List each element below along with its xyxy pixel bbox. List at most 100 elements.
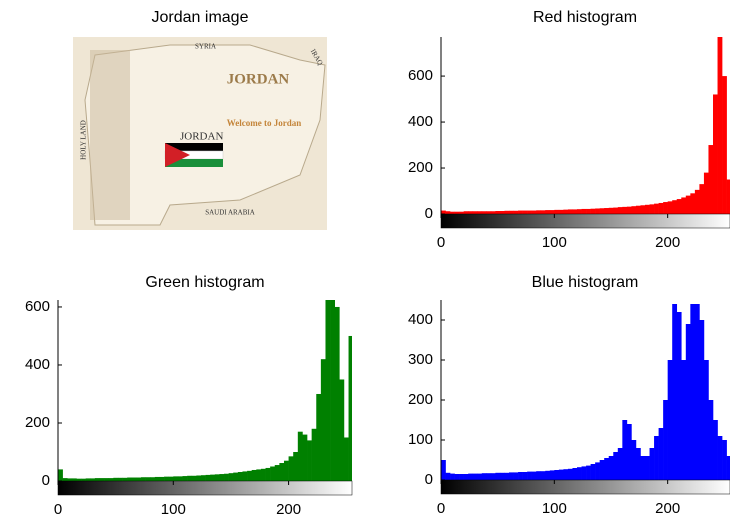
bar — [536, 210, 541, 214]
bar — [718, 37, 723, 214]
x-tick-label: 200 — [655, 234, 680, 251]
bar — [718, 436, 723, 480]
bar — [58, 469, 63, 481]
bar — [284, 461, 289, 481]
image-label: HOLY LAND — [80, 120, 88, 160]
y-tick-label: 0 — [425, 205, 433, 222]
bar — [690, 304, 695, 480]
bar — [523, 472, 528, 480]
bar — [113, 478, 118, 481]
image-panel: SYRIA IRAQ JORDAN Welcome to Jordan JORD… — [73, 37, 327, 230]
bar — [173, 476, 178, 481]
bar — [727, 456, 730, 480]
bar — [618, 448, 623, 480]
bar — [321, 359, 326, 481]
bars — [441, 37, 730, 214]
bar — [349, 336, 354, 481]
x-tick-label: 0 — [437, 500, 445, 517]
bar — [72, 478, 77, 481]
bar — [100, 478, 105, 481]
bar — [591, 209, 596, 214]
bar — [136, 478, 141, 481]
colorbar — [441, 480, 730, 494]
bar — [256, 469, 261, 481]
bar — [668, 201, 673, 214]
y-tick-label: 0 — [425, 471, 433, 488]
bar — [650, 204, 655, 214]
y-tick-label: 600 — [25, 298, 50, 315]
bar — [686, 324, 691, 480]
bar — [622, 207, 627, 214]
bar — [155, 477, 160, 481]
bar — [713, 94, 718, 214]
x-tick-label: 0 — [437, 234, 445, 251]
bar — [104, 478, 109, 481]
page: SYRIA IRAQ JORDAN Welcome to Jordan JORD… — [0, 0, 730, 519]
bar — [344, 437, 349, 481]
bar — [550, 210, 555, 214]
bar — [229, 473, 234, 481]
bar — [500, 211, 505, 214]
bar — [67, 478, 72, 481]
bar — [708, 145, 713, 214]
y-tick-label: 200 — [408, 159, 433, 176]
x-tick-label: 100 — [542, 234, 567, 251]
bar — [631, 440, 636, 480]
x-tick-label: 0 — [54, 501, 62, 518]
bar — [164, 477, 169, 481]
bar — [722, 76, 727, 214]
bar — [210, 475, 215, 481]
bar — [514, 211, 519, 214]
bar — [559, 210, 564, 214]
bar — [645, 205, 650, 214]
bar — [613, 452, 618, 480]
figure: SYRIA IRAQ JORDAN Welcome to Jordan JORD… — [0, 0, 730, 519]
bar — [63, 478, 68, 481]
bar — [704, 173, 709, 214]
bars — [441, 304, 730, 480]
bar — [532, 472, 537, 480]
image-label: SAUDI ARABIA — [205, 209, 255, 217]
image-label: Welcome to Jordan — [227, 118, 302, 128]
bar — [708, 400, 713, 480]
bar — [686, 196, 691, 214]
bar — [247, 471, 252, 481]
bar — [464, 474, 469, 480]
bar — [536, 471, 541, 480]
bar — [169, 477, 174, 481]
bar — [518, 211, 523, 214]
bar — [504, 211, 509, 214]
y-tick-label: 100 — [408, 431, 433, 448]
bar — [455, 474, 460, 480]
bar — [572, 468, 577, 480]
bar — [450, 474, 455, 480]
bar — [459, 474, 464, 480]
bar — [201, 475, 206, 481]
chart-title: Jordan image — [152, 9, 249, 26]
bar — [640, 456, 645, 480]
bar — [554, 470, 559, 480]
bar — [523, 211, 528, 214]
bar — [224, 474, 229, 481]
bar — [604, 458, 609, 480]
bar — [713, 420, 718, 480]
bar — [233, 473, 238, 481]
y-tick-label: 0 — [42, 472, 50, 489]
bar — [187, 476, 192, 481]
bar — [595, 208, 600, 214]
bar — [645, 456, 650, 480]
bar — [613, 208, 618, 214]
y-tick-label: 200 — [408, 391, 433, 408]
x-tick-label: 200 — [655, 500, 680, 517]
bar — [477, 474, 482, 480]
bar — [468, 211, 473, 214]
bar — [527, 472, 532, 480]
x-tick-label: 100 — [161, 501, 186, 518]
bar — [545, 210, 550, 214]
bar — [146, 477, 151, 481]
bar — [252, 470, 257, 481]
bar — [699, 184, 704, 214]
bar — [279, 463, 284, 481]
bar — [335, 307, 340, 481]
bar — [192, 476, 197, 481]
